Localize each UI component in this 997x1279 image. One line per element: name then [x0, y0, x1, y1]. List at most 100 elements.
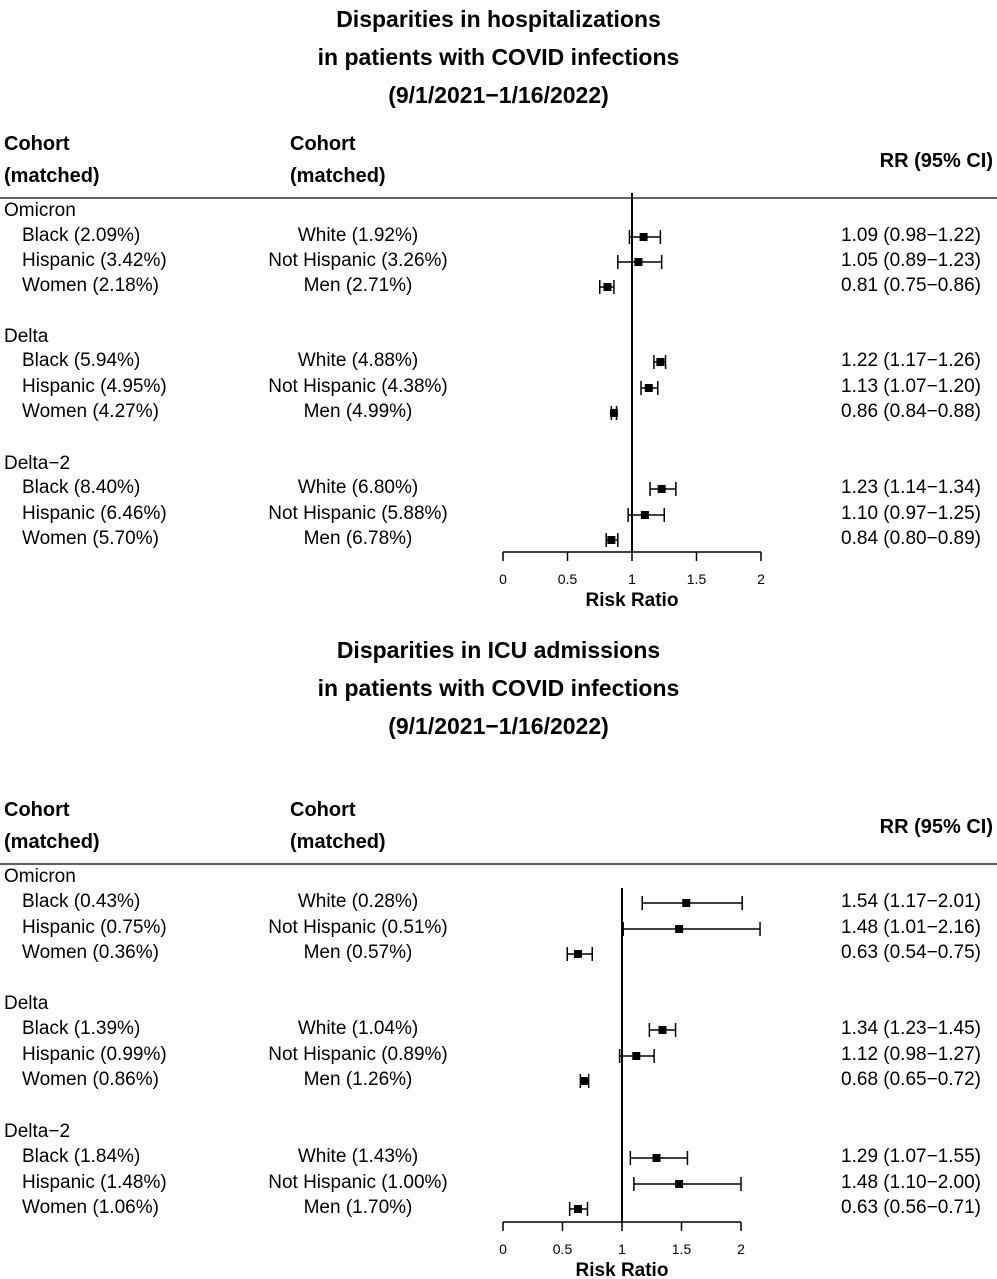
x-tick-label: 0.5: [557, 571, 578, 587]
rr-ci-label: 1.22 (1.17−1.26): [841, 350, 981, 371]
x-axis-label: Risk Ratio: [575, 1260, 669, 1279]
cohort-1-label: Black (0.43%): [22, 891, 141, 912]
group-label: Delta: [4, 326, 49, 347]
cohort-2-label: Not Hispanic (0.51%): [268, 917, 448, 938]
point-estimate: [634, 258, 643, 266]
chart-title-line: in patients with COVID infections: [317, 675, 680, 701]
x-tick-label: 0.5: [552, 1241, 573, 1257]
cohort-1-label: Hispanic (0.75%): [22, 917, 167, 938]
group-label: Delta−2: [4, 1121, 71, 1142]
rr-ci-label: 1.48 (1.01−2.16): [841, 917, 981, 938]
x-tick-label: 0: [499, 1241, 507, 1257]
column-header-rr: RR (95% CI): [879, 150, 993, 172]
point-estimate: [675, 1180, 684, 1188]
point-estimate: [675, 925, 684, 933]
cohort-1-label: Women (5.70%): [22, 528, 159, 549]
cohort-1-label: Hispanic (6.46%): [22, 503, 167, 524]
point-estimate: [609, 409, 618, 417]
point-estimate: [573, 1205, 582, 1213]
rr-ci-label: 1.09 (0.98−1.22): [841, 225, 981, 246]
point-estimate: [658, 1026, 667, 1034]
cohort-1-label: Hispanic (0.99%): [22, 1044, 167, 1065]
x-tick-label: 1: [628, 571, 636, 587]
chart-title-line: (9/1/2021−1/16/2022): [388, 82, 609, 108]
rr-ci-label: 1.23 (1.14−1.34): [841, 477, 981, 498]
x-tick-label: 1.5: [686, 571, 707, 587]
cohort-2-label: Not Hispanic (5.88%): [268, 503, 448, 524]
rr-ci-label: 1.34 (1.23−1.45): [841, 1018, 981, 1039]
column-header-cohort-1: Cohort (matched): [4, 799, 100, 853]
cohort-1-label: Women (0.86%): [22, 1069, 159, 1090]
cohort-2-label: White (1.04%): [297, 1018, 419, 1039]
rr-ci-label: 1.12 (0.98−1.27): [841, 1044, 981, 1065]
rr-ci-label: 0.63 (0.54−0.75): [841, 942, 981, 963]
column-header-cohort-2: Cohort (matched): [290, 799, 386, 853]
group-label: Delta: [4, 993, 49, 1014]
point-estimate: [682, 899, 691, 907]
cohort-1-label: Hispanic (1.48%): [22, 1172, 167, 1193]
cohort-1-label: Black (8.40%): [22, 477, 141, 498]
group-label: Omicron: [4, 866, 76, 887]
cohort-2-label: White (1.43%): [297, 1146, 419, 1167]
cohort-2-label: Not Hispanic (0.89%): [268, 1044, 448, 1065]
cohort-2-label: Not Hispanic (1.00%): [268, 1172, 448, 1193]
column-header-rr: RR (95% CI): [879, 816, 993, 838]
group-label: Omicron: [4, 200, 76, 221]
point-estimate: [639, 233, 648, 241]
chart-title-line: Disparities in hospitalizations: [336, 6, 661, 32]
rr-ci-label: 0.84 (0.80−0.89): [841, 528, 981, 549]
point-estimate: [579, 1077, 588, 1085]
cohort-2-label: White (4.88%): [297, 350, 419, 371]
rr-ci-label: 1.05 (0.89−1.23): [841, 250, 981, 271]
point-estimate: [632, 1052, 641, 1060]
cohort-1-label: Women (0.36%): [22, 942, 159, 963]
x-tick-label: 1: [618, 1241, 626, 1257]
cohort-1-label: Women (4.27%): [22, 401, 159, 422]
rr-ci-label: 0.68 (0.65−0.72): [841, 1069, 981, 1090]
x-axis-label: Risk Ratio: [585, 590, 679, 611]
cohort-2-label: Not Hispanic (3.26%): [268, 250, 448, 271]
point-estimate: [652, 1154, 661, 1162]
group-label: Delta−2: [4, 453, 71, 474]
rr-ci-label: 1.29 (1.07−1.55): [841, 1146, 981, 1167]
cohort-2-label: Men (2.71%): [303, 275, 413, 296]
cohort-1-label: Black (2.09%): [22, 225, 141, 246]
column-header-cohort-2: Cohort (matched): [290, 133, 386, 187]
point-estimate: [644, 384, 653, 392]
cohort-2-label: White (6.80%): [297, 477, 419, 498]
cohort-1-label: Black (1.84%): [22, 1146, 141, 1167]
cohort-2-label: Men (0.57%): [303, 942, 413, 963]
cohort-1-label: Hispanic (3.42%): [22, 250, 167, 271]
point-estimate: [573, 950, 582, 958]
x-tick-label: 2: [757, 571, 765, 587]
cohort-1-label: Black (5.94%): [22, 350, 141, 371]
rr-ci-label: 0.63 (0.56−0.71): [841, 1197, 981, 1218]
point-estimate: [640, 511, 649, 519]
rr-ci-label: 0.86 (0.84−0.88): [841, 401, 981, 422]
rr-ci-label: 1.13 (1.07−1.20): [841, 376, 981, 397]
cohort-1-label: Women (1.06%): [22, 1197, 159, 1218]
rr-ci-label: 1.10 (0.97−1.25): [841, 503, 981, 524]
cohort-1-label: Women (2.18%): [22, 275, 159, 296]
cohort-1-label: Hispanic (4.95%): [22, 376, 167, 397]
x-tick-label: 0: [499, 571, 507, 587]
cohort-2-label: Men (1.26%): [303, 1069, 413, 1090]
chart-title-line: Disparities in ICU admissions: [336, 637, 661, 663]
rr-ci-label: 0.81 (0.75−0.86): [841, 275, 981, 296]
point-estimate: [657, 485, 666, 493]
cohort-2-label: White (1.92%): [297, 225, 419, 246]
point-estimate: [603, 283, 612, 291]
cohort-2-label: White (0.28%): [297, 891, 419, 912]
point-estimate: [607, 536, 616, 544]
cohort-2-label: Not Hispanic (4.38%): [268, 376, 448, 397]
rr-ci-label: 1.54 (1.17−2.01): [841, 891, 981, 912]
cohort-1-label: Black (1.39%): [22, 1018, 141, 1039]
column-header-cohort-1: Cohort (matched): [4, 133, 100, 187]
cohort-2-label: Men (4.99%): [303, 401, 413, 422]
rr-ci-label: 1.48 (1.10−2.00): [841, 1172, 981, 1193]
point-estimate: [656, 358, 665, 366]
chart-title-line: in patients with COVID infections: [317, 44, 680, 70]
chart-title-line: (9/1/2021−1/16/2022): [388, 713, 609, 739]
